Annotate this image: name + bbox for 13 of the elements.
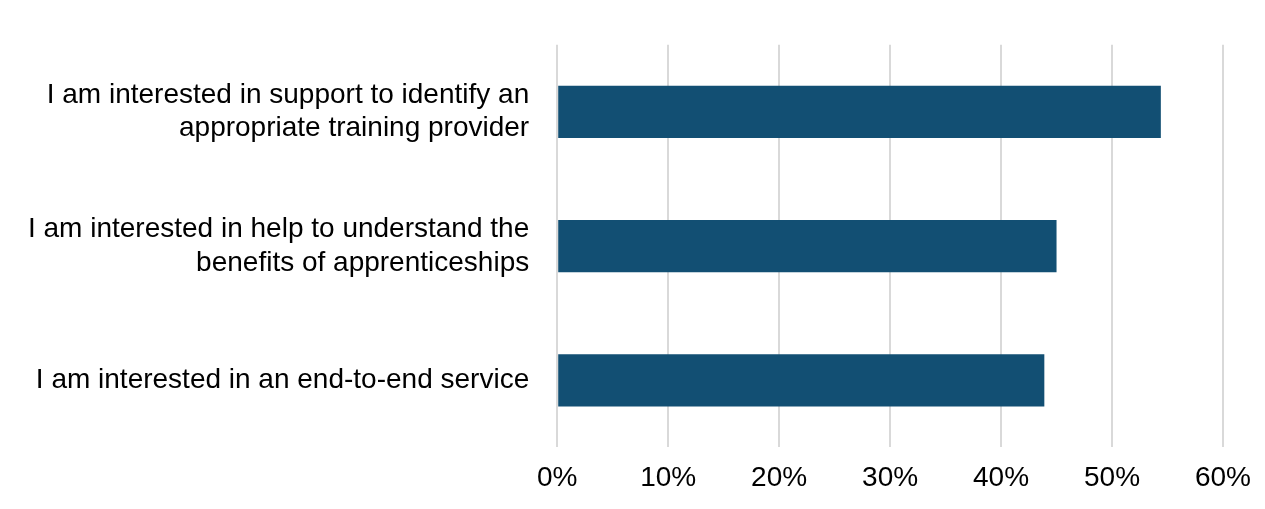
y-tick-label: I am interested in an end-to-end service [35, 363, 530, 395]
x-tick-label: 20% [751, 460, 808, 492]
x-tick-label: 10% [640, 460, 697, 492]
x-tick-label: 30% [862, 460, 919, 492]
bar [558, 354, 1045, 407]
x-tick-label: 40% [973, 460, 1030, 492]
bar [558, 219, 1057, 273]
y-tick-label: I am interested in help to understand the benefits of apprenticeships [27, 212, 530, 277]
bar [558, 85, 1161, 139]
x-tick-label: 0% [536, 460, 578, 492]
y-tick-label: I am interested in support to identify an appropriate training provider [46, 77, 530, 143]
x-tick-label: 50% [1083, 460, 1141, 492]
x-tick-label: 60% [1194, 460, 1251, 492]
